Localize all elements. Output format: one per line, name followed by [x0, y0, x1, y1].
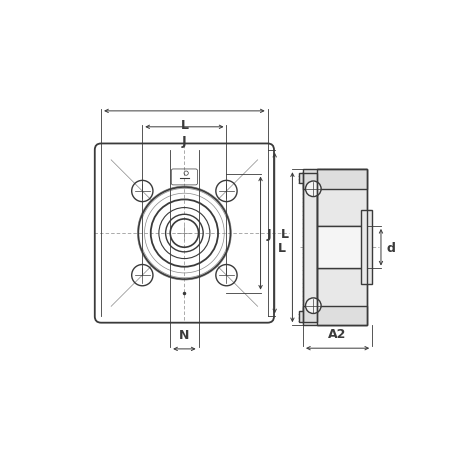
- Bar: [316, 226, 366, 269]
- Bar: [302, 174, 316, 322]
- Bar: [316, 170, 366, 226]
- Text: L: L: [277, 241, 285, 254]
- Bar: [302, 170, 366, 190]
- Circle shape: [305, 182, 320, 197]
- Bar: [298, 174, 316, 184]
- Bar: [316, 269, 366, 325]
- Bar: [302, 306, 366, 325]
- Bar: [298, 311, 316, 322]
- Bar: [298, 311, 316, 322]
- Text: J: J: [182, 134, 186, 148]
- Bar: [298, 174, 316, 184]
- Text: N: N: [179, 328, 189, 341]
- Bar: [302, 170, 366, 190]
- Text: L: L: [280, 227, 288, 240]
- Bar: [316, 170, 366, 325]
- Bar: [302, 306, 366, 325]
- Bar: [316, 170, 366, 226]
- Text: J: J: [266, 227, 271, 240]
- Bar: [302, 174, 316, 322]
- Text: L: L: [180, 119, 188, 132]
- Circle shape: [305, 298, 320, 314]
- Bar: [361, 211, 371, 285]
- Bar: [361, 211, 371, 285]
- Bar: [302, 174, 316, 322]
- Bar: [316, 269, 366, 325]
- Text: A2: A2: [328, 328, 346, 341]
- Text: d: d: [386, 241, 394, 254]
